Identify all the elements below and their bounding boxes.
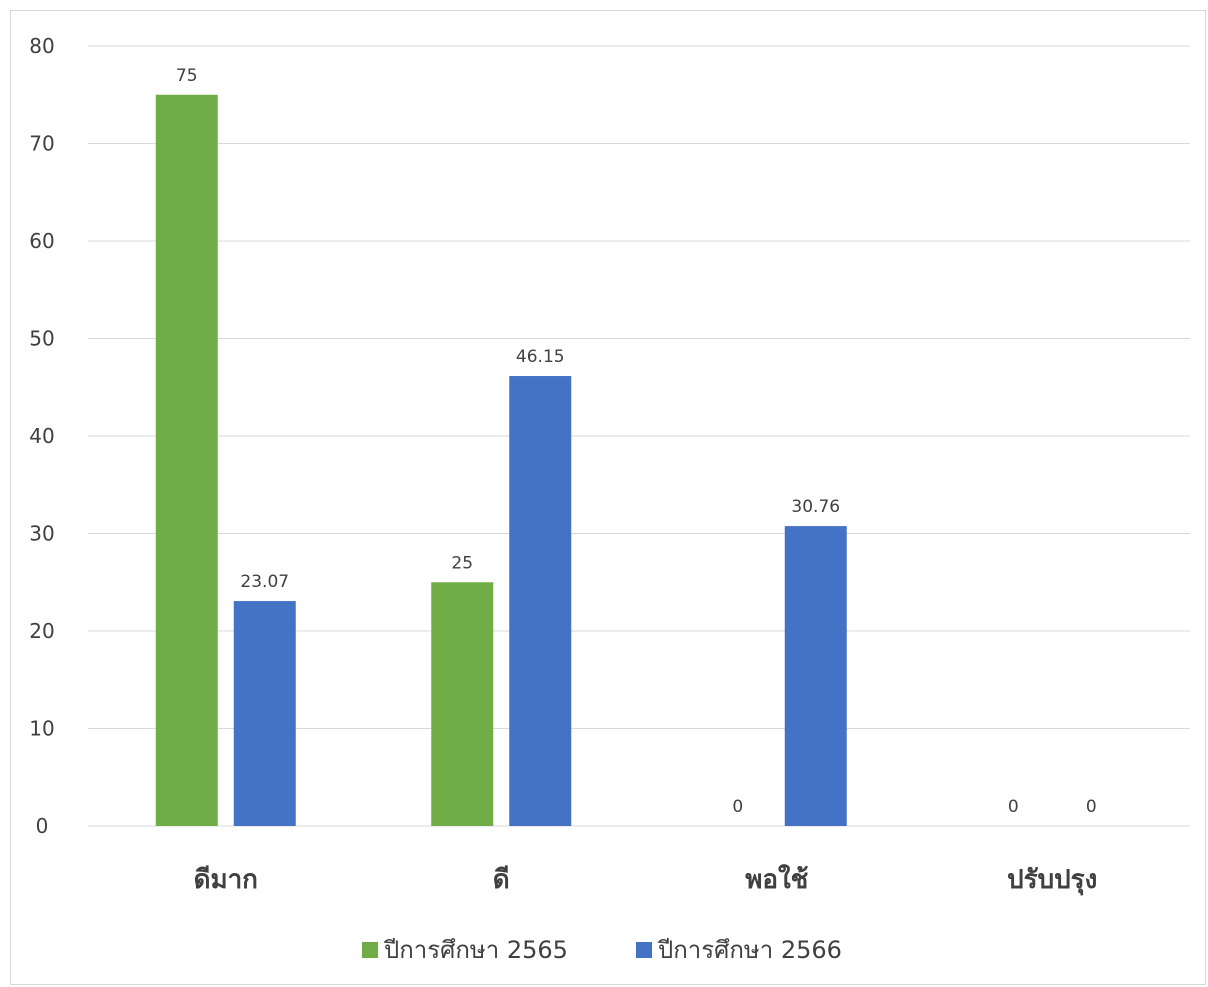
legend-label: ปีการศึกษา 2566 [657,936,842,964]
bar-2-2 [509,376,572,826]
bar-1-2 [431,582,494,826]
y-tick-label: 10 [29,717,54,741]
data-label: 75 [176,66,198,86]
y-tick-label: 80 [29,34,54,58]
y-tick-label: 60 [29,229,54,253]
category-label: ดี [493,865,510,895]
bars [155,94,847,826]
data-label: 23.07 [240,572,289,592]
data-label: 46.15 [516,347,565,367]
category-label: ดีมาก [194,865,258,895]
bar-2-1 [233,601,296,826]
y-axis-ticks: 0 10 20 30 40 50 60 70 80 [29,34,54,838]
data-label: 0 [1086,797,1097,817]
y-tick-label: 30 [29,522,54,546]
legend-swatch [636,942,652,958]
bar-2-3 [784,526,847,826]
category-label: ปรับปรุง [1007,865,1097,896]
y-tick-label: 70 [29,132,54,156]
data-label: 30.76 [791,497,840,517]
y-tick-label: 40 [29,424,54,448]
category-labels: ดีมาก ดี พอใช้ ปรับปรุง [194,864,1098,896]
bar-1-1 [155,94,218,826]
legend-swatch [362,942,378,958]
legend: ปีการศึกษา 2565 ปีการศึกษา 2566 [362,936,842,964]
data-label: 25 [451,553,473,573]
legend-label: ปีการศึกษา 2565 [383,936,568,964]
y-tick-label: 50 [29,327,54,351]
data-labels: 75 23.07 25 46.15 0 30.76 0 0 [176,66,1097,817]
category-label: พอใช้ [745,864,808,895]
data-label: 0 [732,797,743,817]
y-tick-label: 20 [29,619,54,643]
y-tick-label: 0 [36,814,49,838]
data-label: 0 [1008,797,1019,817]
